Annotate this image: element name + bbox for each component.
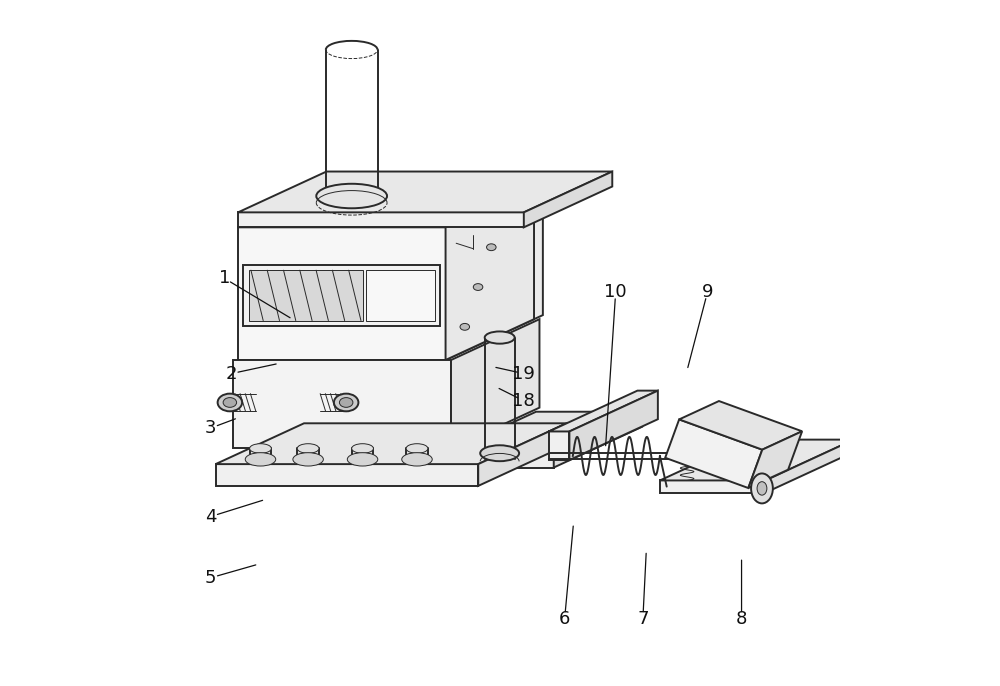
Ellipse shape xyxy=(473,283,483,290)
Polygon shape xyxy=(451,319,539,449)
Ellipse shape xyxy=(757,482,767,495)
Polygon shape xyxy=(446,182,543,360)
Ellipse shape xyxy=(250,444,271,453)
Bar xyxy=(249,270,363,320)
Polygon shape xyxy=(569,390,658,460)
Bar xyxy=(238,213,524,227)
Polygon shape xyxy=(554,412,642,468)
Ellipse shape xyxy=(751,473,773,504)
Ellipse shape xyxy=(245,453,276,466)
Text: 9: 9 xyxy=(702,283,713,301)
Polygon shape xyxy=(679,401,802,449)
Text: 6: 6 xyxy=(559,610,570,628)
Polygon shape xyxy=(478,423,567,486)
Polygon shape xyxy=(446,187,534,360)
Text: 7: 7 xyxy=(637,610,649,628)
Bar xyxy=(549,431,569,460)
Polygon shape xyxy=(238,187,534,227)
Text: 8: 8 xyxy=(736,610,747,628)
Ellipse shape xyxy=(293,453,323,466)
Ellipse shape xyxy=(480,445,519,461)
Text: 1: 1 xyxy=(219,270,230,287)
Ellipse shape xyxy=(316,184,387,209)
Text: 5: 5 xyxy=(205,569,217,587)
Ellipse shape xyxy=(487,244,496,250)
Text: 18: 18 xyxy=(512,392,535,410)
Ellipse shape xyxy=(352,444,373,453)
Ellipse shape xyxy=(223,398,237,407)
Text: 4: 4 xyxy=(205,508,217,525)
Ellipse shape xyxy=(406,444,428,453)
Bar xyxy=(660,480,765,493)
Ellipse shape xyxy=(485,331,515,344)
Bar xyxy=(238,227,446,360)
Polygon shape xyxy=(765,440,854,493)
Polygon shape xyxy=(238,172,612,213)
Polygon shape xyxy=(748,431,802,488)
Ellipse shape xyxy=(218,394,242,412)
Text: 2: 2 xyxy=(225,365,237,383)
Bar xyxy=(233,360,451,449)
Ellipse shape xyxy=(347,453,378,466)
Bar xyxy=(216,464,478,486)
Ellipse shape xyxy=(402,453,432,466)
Text: 19: 19 xyxy=(512,365,535,383)
Polygon shape xyxy=(549,390,658,431)
Polygon shape xyxy=(216,423,567,464)
Polygon shape xyxy=(665,419,762,488)
Text: 3: 3 xyxy=(205,419,217,437)
Polygon shape xyxy=(524,172,612,227)
Ellipse shape xyxy=(334,394,358,412)
Polygon shape xyxy=(448,412,642,453)
Ellipse shape xyxy=(297,444,319,453)
Bar xyxy=(243,265,440,326)
Bar xyxy=(448,453,554,468)
Text: 10: 10 xyxy=(604,283,627,301)
Ellipse shape xyxy=(460,323,470,330)
Bar xyxy=(366,270,435,320)
Ellipse shape xyxy=(339,398,353,407)
Polygon shape xyxy=(660,440,854,480)
